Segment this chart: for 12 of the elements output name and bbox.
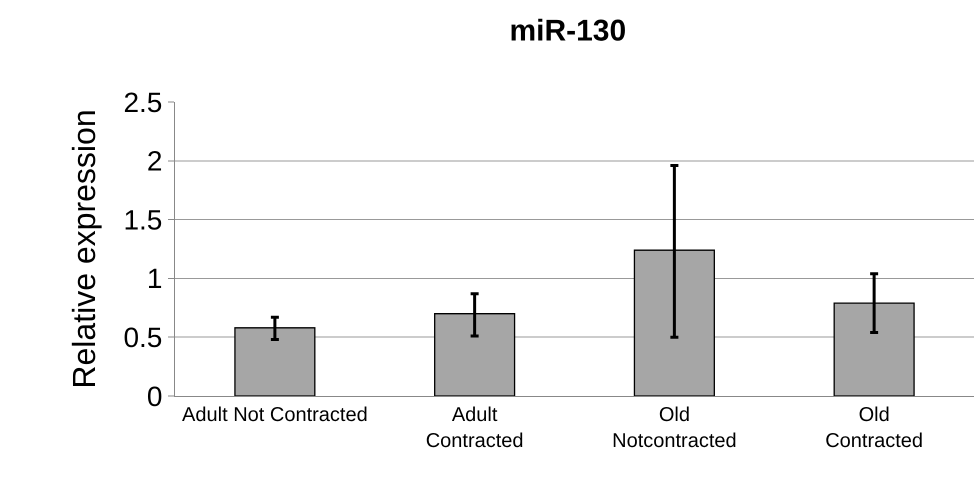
y-tick-label: 2	[146, 146, 162, 177]
y-tick-label: 0	[146, 380, 162, 412]
x-tick-label: Old Notcontracted	[612, 404, 737, 452]
x-tick-label: Adult Contracted	[426, 404, 524, 452]
y-tick-label: 0.5	[123, 322, 162, 353]
y-axis-title: Relative expression	[66, 109, 102, 389]
x-tick-label: Old Contracted	[825, 404, 924, 452]
chart-title: miR-130	[509, 14, 626, 48]
y-tick-label: 2.5	[123, 86, 162, 118]
x-tick-label: Adult Not Contracted	[182, 404, 368, 426]
y-tick-label: 1.5	[123, 204, 162, 236]
y-tick-label: 1	[146, 263, 162, 294]
